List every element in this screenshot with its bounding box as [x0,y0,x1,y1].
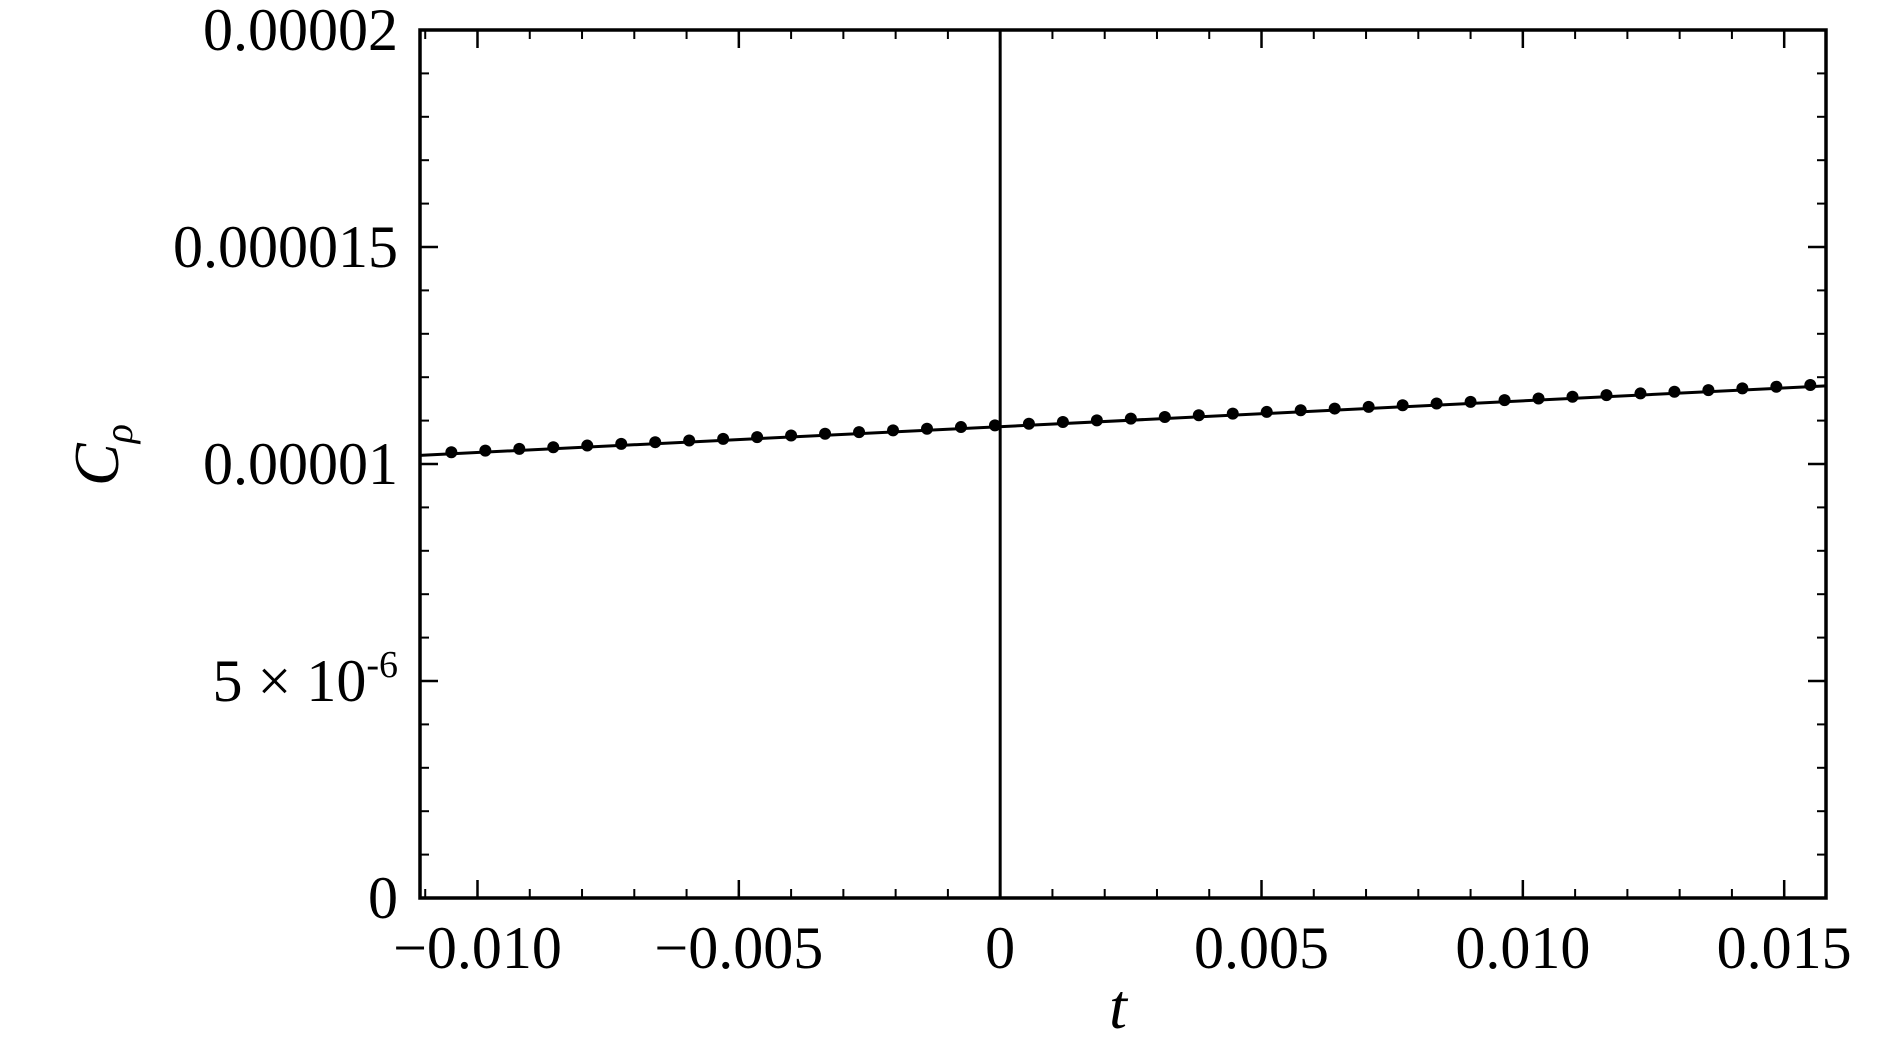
data-point [1192,409,1205,422]
data-point [1498,394,1511,407]
data-point [1090,414,1103,427]
y-axis-title: Cρ [61,424,141,486]
data-point [1770,380,1783,393]
data-point [1022,417,1035,430]
x-tick-label: −0.010 [393,915,562,981]
data-point [1294,404,1307,417]
y-tick-label: 0.00002 [203,0,398,63]
data-point [1600,389,1613,402]
major-ticks [420,28,1826,900]
data-point [649,436,662,449]
x-tick-labels: −0.010 −0.005 0 0.005 0.010 0.015 [393,915,1852,981]
series-points [445,379,1817,459]
data-point [1396,399,1409,412]
data-point [853,426,866,439]
data-point [1430,397,1443,410]
x-tick-label: 0.015 [1717,915,1852,981]
data-point [954,421,967,434]
x-tick-label: 0.010 [1455,915,1590,981]
y-tick-label: 0.000015 [173,214,398,280]
data-point [1566,390,1579,403]
x-tick-label: 0 [985,915,1015,981]
data-point [988,419,1001,432]
x-tick-label: −0.005 [654,915,823,981]
y-axis-title-sub: ρ [96,424,141,445]
y-axis-title-main: C [61,442,132,486]
data-point [1532,392,1545,405]
data-point [1260,405,1273,418]
data-point [751,431,764,444]
data-point [1702,384,1715,397]
minor-ticks [420,29,1826,899]
data-point [547,441,560,454]
data-point [615,437,628,450]
data-point [1226,407,1239,420]
series-line [419,384,1827,457]
data-point [1668,385,1681,398]
data-point [1056,416,1069,429]
data-point [513,442,526,455]
data-point [1328,402,1341,415]
data-point [445,446,458,459]
y-tick-label: 0.00001 [203,431,398,497]
y-tick-labels: 0 5 × 10-6 0.00001 0.000015 0.00002 [173,0,398,931]
data-point [920,422,933,435]
data-point [1464,395,1477,408]
data-point [819,427,832,440]
data-point [1804,379,1817,392]
data-point [1736,382,1749,395]
data-point [717,432,730,445]
data-point [1158,410,1171,423]
data-point [887,424,900,437]
data-point [785,429,798,442]
svg-text:Cρ: Cρ [61,424,141,486]
data-point [1124,412,1137,425]
data-point [581,439,594,452]
y-tick-label: 5 × 10-6 [213,644,399,714]
y-tick-label: 0 [368,865,398,931]
x-tick-label: 0.005 [1194,915,1329,981]
plot-frame [418,28,1828,900]
data-point [479,444,492,457]
data-point [1362,400,1375,413]
data-point [1634,387,1647,400]
data-point [683,434,696,447]
x-axis-title: t [1109,971,1129,1042]
